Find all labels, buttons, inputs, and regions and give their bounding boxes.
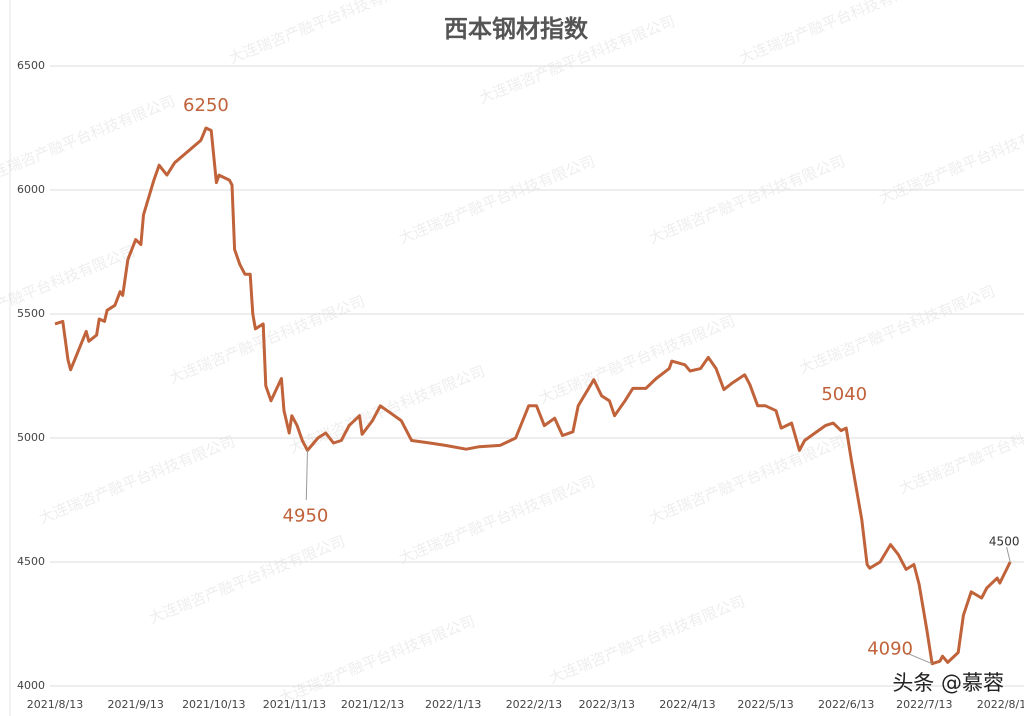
leader-line (1006, 546, 1011, 563)
chart-title: 西本钢材指数 (444, 15, 589, 43)
x-tick-label: 2022/7/13 (896, 698, 952, 711)
watermark: 大连瑞咨产融平台科技有限公司 (226, 0, 427, 67)
watermark: 大连瑞咨产融平台科技有限公司 (796, 282, 997, 377)
y-tick-label: 6500 (17, 59, 45, 72)
x-tick-label: 2022/2/13 (506, 698, 562, 711)
annotation-label: 4500 (989, 535, 1020, 549)
watermark: 大连瑞咨产融平台科技有限公司 (276, 612, 477, 707)
x-tick-label: 2021/11/13 (263, 698, 326, 711)
y-tick-label: 4000 (17, 679, 45, 692)
x-tick-label: 2022/5/13 (737, 698, 793, 711)
leader-line (305, 450, 308, 500)
watermark: 大连瑞咨产融平台科技有限公司 (646, 152, 847, 247)
annotation-label: 4950 (283, 505, 329, 526)
price-line (54, 126, 1012, 666)
watermark: 大连瑞咨产融平台科技有限公司 (146, 532, 347, 627)
watermark: 大连瑞咨产融平台科技有限公司 (736, 0, 937, 67)
watermark: 大连瑞咨产融平台科技有限公司 (546, 592, 747, 687)
credit: 头条 @慕蓉 (892, 671, 1004, 695)
grid: 4000 4500 5000 5500 6000 6500 2021/8/13 2021/9/… (17, 59, 1024, 711)
x-tick-label: 2021/8/13 (27, 698, 83, 711)
watermark: 大连瑞咨产融平台科技有限公司 (0, 92, 178, 187)
x-tick-label: 2022/8/13 (977, 698, 1024, 711)
y-tick-label: 6000 (17, 183, 45, 196)
watermark: 大连瑞咨产融平台科技有限公司 (876, 112, 1024, 207)
y-tick-label: 5000 (17, 431, 45, 444)
x-tick-label: 2022/6/13 (818, 698, 874, 711)
y-tick-label: 5500 (17, 307, 45, 320)
leader-line (906, 652, 933, 665)
x-tick-label: 2021/9/13 (107, 698, 163, 711)
plot: 6250 4950 5040 4090 4500 (54, 95, 1020, 666)
watermark: 大连瑞咨产融平台科技有限公司 (896, 402, 1024, 497)
annotation-label: 5040 (821, 384, 867, 405)
watermark: 大连瑞咨产融平台科技有限公司 (166, 292, 367, 387)
watermark: 大连瑞咨产融平台科技有限公司 (396, 472, 597, 567)
annotation-label: 4090 (867, 639, 913, 660)
x-tick-label: 2022/4/13 (659, 698, 715, 711)
watermark: 大连瑞咨产融平台科技有限公司 (396, 152, 597, 247)
watermark: 大连瑞咨产融平台科技有限公司 (0, 242, 138, 337)
watermark: 大连瑞咨产融平台科技有限公司 (646, 432, 847, 527)
watermark: 大连瑞咨产融平台科技有限公司 (36, 432, 237, 527)
y-tick-label: 4500 (17, 555, 45, 568)
x-tick-label: 2021/10/13 (182, 698, 245, 711)
x-tick-label: 2021/12/13 (341, 698, 404, 711)
x-tick-label: 2022/1/13 (425, 698, 481, 711)
annotation-label: 6250 (183, 95, 229, 116)
x-tick-label: 2022/3/13 (579, 698, 635, 711)
